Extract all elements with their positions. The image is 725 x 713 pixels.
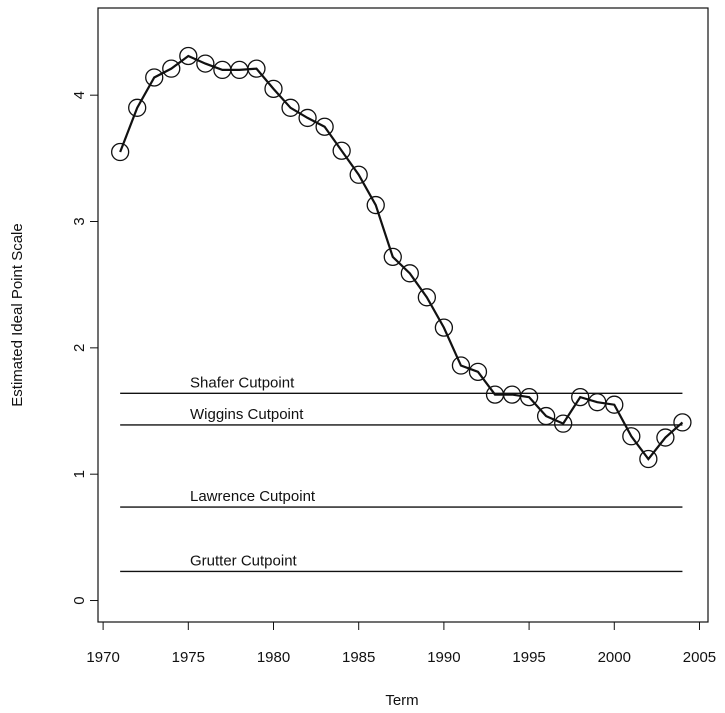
point <box>571 387 590 407</box>
point <box>434 318 454 337</box>
point <box>673 413 692 432</box>
plot-frame <box>97 7 709 623</box>
x-tick-label: 1970 <box>86 649 119 666</box>
cutpoint-label: Wiggins Cutpoint <box>190 406 304 423</box>
x-tick-label: 1990 <box>427 649 460 666</box>
point <box>264 79 283 99</box>
point <box>111 142 130 162</box>
cutpoint-label: Grutter Cutpoint <box>190 552 298 569</box>
point <box>536 406 556 426</box>
point <box>400 264 419 283</box>
point <box>383 247 402 267</box>
point <box>315 117 334 136</box>
point <box>196 54 215 73</box>
point <box>366 195 385 215</box>
y-tick-label: 0 <box>71 596 88 604</box>
point <box>468 362 488 382</box>
point <box>145 68 164 87</box>
x-axis-label: Term <box>385 692 418 709</box>
point <box>349 165 368 184</box>
point <box>417 288 437 307</box>
y-tick-label: 2 <box>71 344 88 352</box>
point <box>332 141 351 160</box>
point <box>128 98 147 117</box>
point <box>656 428 675 447</box>
point <box>519 387 539 407</box>
point <box>554 414 573 433</box>
y-axis-label: Estimated Ideal Point Scale <box>9 223 26 406</box>
x-tick-label: 1980 <box>257 649 290 666</box>
point <box>179 46 198 66</box>
point <box>605 395 624 414</box>
point <box>451 356 471 375</box>
point <box>281 98 300 117</box>
x-tick-label: 2005 <box>683 649 716 666</box>
x-tick-label: 1985 <box>342 649 375 666</box>
x-tick-label: 1995 <box>512 649 545 666</box>
point <box>298 108 317 128</box>
x-tick-label: 2000 <box>598 649 631 666</box>
x-tick-label: 1975 <box>172 649 205 666</box>
point <box>622 427 641 446</box>
y-tick-label: 4 <box>71 91 88 99</box>
point <box>639 449 658 469</box>
point <box>162 59 181 78</box>
cutpoint-label: Shafer Cutpoint <box>190 374 295 391</box>
y-tick-label: 3 <box>71 217 88 225</box>
cutpoint-label: Lawrence Cutpoint <box>190 488 316 505</box>
y-tick-label: 1 <box>71 470 88 478</box>
point <box>247 59 266 78</box>
